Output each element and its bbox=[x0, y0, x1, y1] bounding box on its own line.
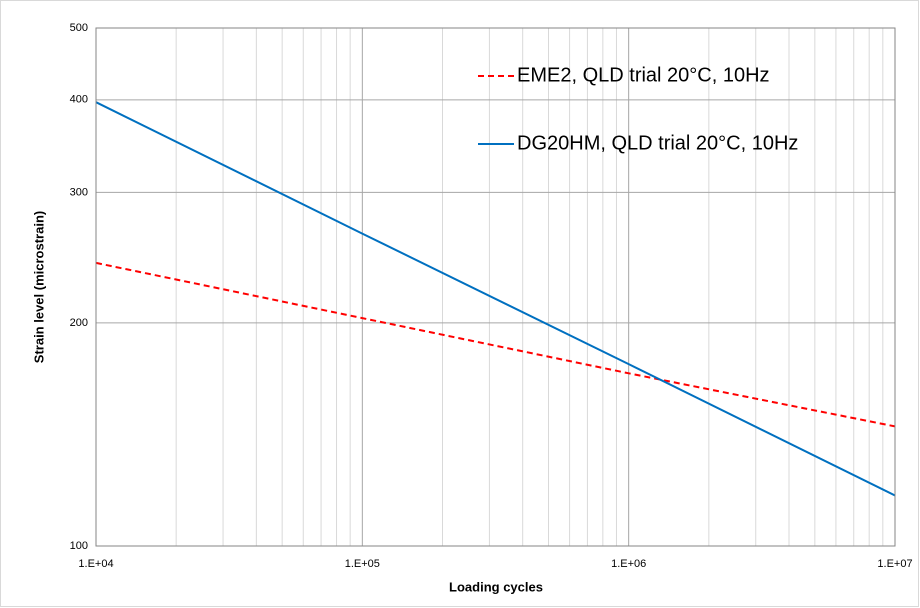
y-tick-label: 100 bbox=[70, 540, 88, 552]
y-tick-label: 200 bbox=[70, 317, 88, 329]
y-tick-label: 300 bbox=[70, 186, 88, 198]
x-tick-label: 1.E+07 bbox=[877, 558, 912, 570]
y-tick-label: 500 bbox=[70, 22, 88, 34]
y-tick-label: 400 bbox=[70, 94, 88, 106]
x-tick-label: 1.E+05 bbox=[345, 558, 380, 570]
x-tick-label: 1.E+06 bbox=[611, 558, 646, 570]
series-line bbox=[95, 261, 896, 428]
plot-area bbox=[95, 27, 896, 547]
plot-lines bbox=[95, 101, 896, 497]
x-tick-label: 1.E+04 bbox=[78, 558, 113, 570]
legend-label: EME2, QLD trial 20°C, 10Hz bbox=[517, 64, 770, 86]
legend-label: DG20HM, QLD trial 20°C, 10Hz bbox=[517, 132, 798, 154]
x-axis-title: Loading cycles bbox=[449, 579, 543, 594]
y-axis-title: Strain level (microstrain) bbox=[31, 211, 46, 363]
series-line bbox=[95, 101, 896, 497]
